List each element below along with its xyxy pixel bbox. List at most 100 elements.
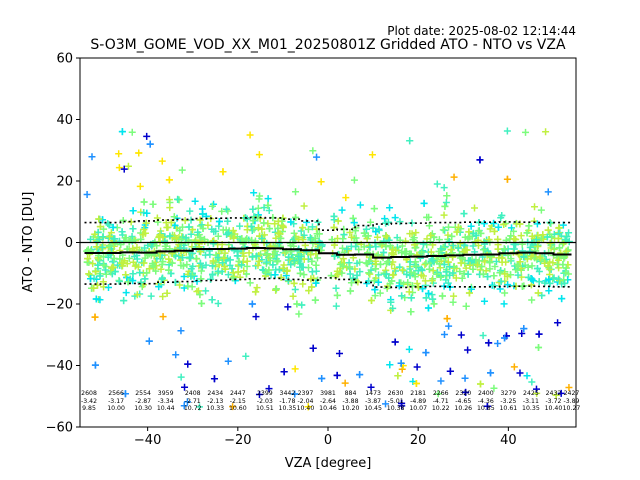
- scatter-point: [317, 178, 325, 186]
- scatter-point: [422, 294, 430, 302]
- scatter-point: [528, 275, 536, 283]
- bin-stat-label: -4.89: [410, 398, 426, 405]
- scatter-point: [297, 227, 305, 235]
- y-tick-label: −20: [46, 298, 73, 313]
- statistics-lines: [80, 216, 576, 289]
- scatter-point: [129, 277, 137, 285]
- scatter-point: [178, 254, 186, 262]
- scatter-point: [549, 259, 557, 267]
- bin-stat-label: -4.36: [478, 398, 494, 405]
- scatter-point: [445, 322, 453, 330]
- scatter-point: [85, 270, 93, 278]
- scatter-point: [277, 273, 285, 281]
- scatter-point: [531, 203, 539, 211]
- scatter-point: [403, 270, 411, 278]
- scatter-point: [99, 233, 107, 241]
- scatter-point: [308, 268, 316, 276]
- scatter-point: [178, 166, 186, 174]
- scatter-point: [300, 202, 308, 210]
- scatter-point: [454, 244, 462, 252]
- scatter-point: [96, 223, 104, 231]
- scatter-point: [544, 262, 552, 270]
- scatter-point: [454, 223, 462, 231]
- scatter-point: [197, 267, 205, 275]
- scatter-point: [528, 232, 536, 240]
- scatter-point: [247, 223, 255, 231]
- scatter-point: [365, 269, 373, 277]
- scatter-point: [450, 292, 458, 300]
- scatter-point: [496, 269, 504, 277]
- scatter-point: [264, 195, 272, 203]
- scatter-point: [440, 184, 448, 192]
- scatter-point: [338, 269, 346, 277]
- scatter-point: [188, 271, 196, 279]
- scatter-point: [494, 339, 502, 347]
- bin-stat-label: 10.35: [522, 405, 540, 412]
- scatter-point: [196, 403, 204, 411]
- scatter-point: [313, 254, 321, 262]
- scatter-point: [494, 245, 502, 253]
- scatter-point: [149, 200, 157, 208]
- scatter-point: [466, 261, 474, 269]
- scatter-point: [266, 225, 274, 233]
- scatter-point: [88, 153, 96, 161]
- scatter-point: [230, 273, 238, 281]
- scatter-point: [159, 313, 167, 321]
- scatter-point: [356, 201, 364, 209]
- bin-stat-label: 2399: [257, 390, 273, 397]
- scatter-point: [338, 206, 346, 214]
- scatter-point: [215, 218, 223, 226]
- scatter-point: [143, 269, 151, 277]
- scatter-point: [516, 258, 524, 266]
- scatter-point: [555, 256, 563, 264]
- bin-stat-label: 10.20: [342, 405, 360, 412]
- scatter-point: [176, 281, 184, 289]
- scatter-point: [376, 240, 384, 248]
- scatter-point: [305, 287, 313, 295]
- scatter-point: [111, 235, 119, 243]
- scatter-point: [436, 264, 444, 272]
- scatter-point: [96, 296, 104, 304]
- scatter-point: [230, 234, 238, 242]
- scatter-point: [281, 249, 289, 257]
- scatter-point: [338, 244, 346, 252]
- scatter-point: [224, 357, 232, 365]
- scatter-point: [386, 280, 394, 288]
- scatter-point: [524, 263, 532, 271]
- scatter-point: [229, 274, 237, 282]
- scatter-point: [165, 196, 173, 204]
- scatter-point: [356, 268, 364, 276]
- scatter-point: [186, 207, 194, 215]
- scatter-point: [269, 261, 277, 269]
- scatter-point: [486, 259, 494, 267]
- scatter-point: [371, 257, 379, 265]
- scatter-point: [427, 231, 435, 239]
- scatter-point: [274, 229, 282, 237]
- scatter-point: [411, 273, 419, 281]
- scatter-point: [270, 250, 278, 258]
- scatter-point: [166, 232, 174, 240]
- scatter-point: [316, 239, 324, 247]
- scatter-point: [106, 242, 114, 250]
- scatter-point: [185, 223, 193, 231]
- scatter-point: [292, 213, 300, 221]
- scatter-point: [91, 361, 99, 369]
- scatter-point: [296, 269, 304, 277]
- scatter-point: [419, 285, 427, 293]
- scatter-point: [368, 151, 376, 159]
- bin-stat-label: 10.33: [206, 405, 224, 412]
- scatter-point: [546, 270, 554, 278]
- scatter-point: [143, 132, 151, 140]
- scatter-point: [424, 304, 432, 312]
- scatter-point: [84, 255, 92, 263]
- scatter-point: [221, 265, 229, 273]
- bin-stat-label: 3442: [280, 390, 296, 397]
- scatter-point: [104, 283, 112, 291]
- scatter-point: [565, 229, 573, 237]
- bin-stat-label: 10.60: [229, 405, 247, 412]
- scatter-point: [133, 291, 141, 299]
- scatter-point: [469, 242, 477, 250]
- bin-stat-label: 10.22: [432, 405, 450, 412]
- scatter-point: [560, 276, 568, 284]
- scatter-point: [314, 218, 322, 226]
